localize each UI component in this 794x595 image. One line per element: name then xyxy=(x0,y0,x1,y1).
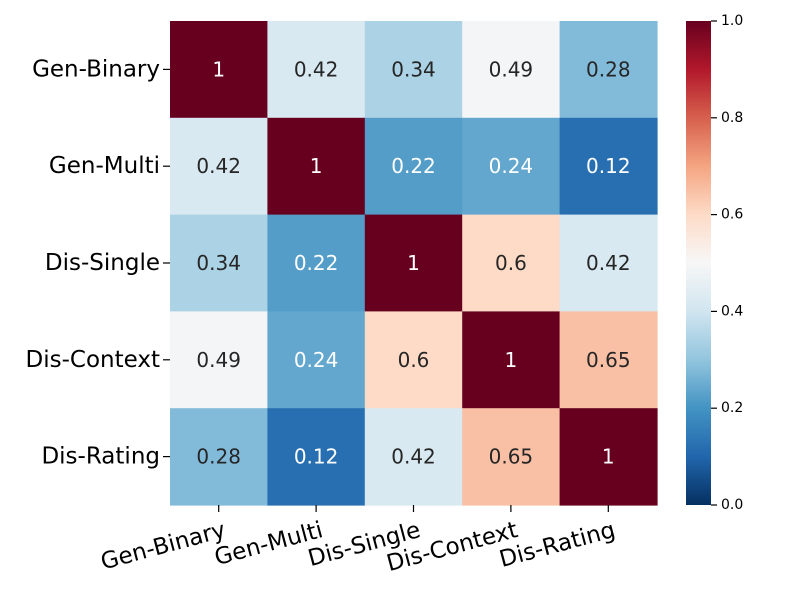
heatmap-cell xyxy=(559,21,658,119)
heatmap-cell xyxy=(559,117,658,216)
y-axis-tick-label: Dis-Single xyxy=(45,250,160,276)
y-axis-tick-label: Dis-Rating xyxy=(41,444,160,470)
heatmap-cell-label: 0.12 xyxy=(586,154,631,178)
heatmap-cell-label: 0.24 xyxy=(294,348,339,372)
heatmap-cell xyxy=(559,311,658,409)
heatmap-cell-label: 0.42 xyxy=(391,445,436,469)
x-axis-tick-label: Gen-Binary xyxy=(98,517,228,575)
heatmap-cell-label: 1 xyxy=(407,251,420,275)
heatmap-cell-label: 0.65 xyxy=(586,348,631,372)
heatmap-cell xyxy=(559,408,658,506)
heatmap-cell xyxy=(267,214,366,312)
colorbar-tick-label: 0.4 xyxy=(721,303,743,319)
colorbar-tick-label: 0.2 xyxy=(721,400,743,416)
y-axis-tick-labels: Gen-Binary Gen-Multi Dis-Single Dis-Context… xyxy=(26,56,170,470)
heatmap-cell-label: 0.42 xyxy=(586,251,631,275)
heatmap-cell xyxy=(267,21,366,119)
heatmap-cell-label: 0.49 xyxy=(196,348,241,372)
colorbar: 0.0 0.2 0.4 0.6 0.8 1.0 xyxy=(686,13,743,513)
heatmap-cell-label: 0.65 xyxy=(489,445,534,469)
heatmap-cell xyxy=(170,408,268,506)
heatmap-cell-label: 0.49 xyxy=(489,57,534,81)
heatmap-cell xyxy=(462,117,561,216)
y-axis-tick-label: Gen-Binary xyxy=(32,56,160,82)
heatmap-cell xyxy=(364,408,463,506)
colorbar-tick-label: 1.0 xyxy=(721,13,743,29)
heatmap-cell-label: 0.34 xyxy=(391,57,436,81)
heatmap-cell-label: 0.22 xyxy=(391,154,436,178)
heatmap-cell xyxy=(364,311,463,409)
colorbar-tick-label: 0.0 xyxy=(721,497,743,513)
heatmap-cell xyxy=(170,311,268,409)
colorbar-gradient xyxy=(686,21,711,505)
heatmap-cell xyxy=(364,21,463,119)
heatmap-cell-label: 0.6 xyxy=(398,348,430,372)
heatmap-cell xyxy=(364,214,463,312)
heatmap-cell-label: 1 xyxy=(602,445,615,469)
heatmap-cell-label: 0.42 xyxy=(196,154,241,178)
colorbar-tick-label: 0.8 xyxy=(721,110,743,126)
heatmap-cell-label: 0.22 xyxy=(294,251,339,275)
heatmap-cell-label: 1 xyxy=(505,348,518,372)
heatmap-cells xyxy=(170,21,658,506)
heatmap-cell-label: 0.28 xyxy=(586,57,631,81)
heatmap-cell xyxy=(267,117,366,216)
heatmap-cell xyxy=(559,214,658,312)
heatmap-cell xyxy=(364,117,463,216)
heatmap-cell xyxy=(170,214,268,312)
heatmap-cell xyxy=(462,21,561,119)
heatmap-cell-label: 0.6 xyxy=(495,251,527,275)
colorbar-tick-label: 0.6 xyxy=(721,207,743,223)
x-axis-tick-labels: Gen-BinaryGen-MultiDis-SingleDis-Context… xyxy=(98,505,618,577)
heatmap-cell xyxy=(267,311,366,409)
heatmap-cell-label: 1 xyxy=(310,154,323,178)
heatmap-cell xyxy=(462,214,561,312)
heatmap-cell xyxy=(170,21,268,119)
y-axis-tick-label: Gen-Multi xyxy=(49,153,160,179)
heatmap-cell xyxy=(267,408,366,506)
heatmap-cell-label: 0.24 xyxy=(489,154,534,178)
heatmap-cell-label: 1 xyxy=(212,57,225,81)
heatmap-cell-label: 0.12 xyxy=(294,445,339,469)
heatmap-cell-label: 0.34 xyxy=(196,251,241,275)
heatmap-cell-label: 0.28 xyxy=(196,445,241,469)
heatmap-cell xyxy=(170,117,268,216)
y-axis-tick-label: Dis-Context xyxy=(26,347,161,373)
heatmap-cell-label: 0.42 xyxy=(294,57,339,81)
heatmap-cell xyxy=(462,408,561,506)
heatmap-cell-labels: 1 0.42 0.34 0.49 0.28 0.42 1 0.22 0.24 0.12 0.34 0.… xyxy=(196,57,630,468)
heatmap-cell xyxy=(462,311,561,409)
